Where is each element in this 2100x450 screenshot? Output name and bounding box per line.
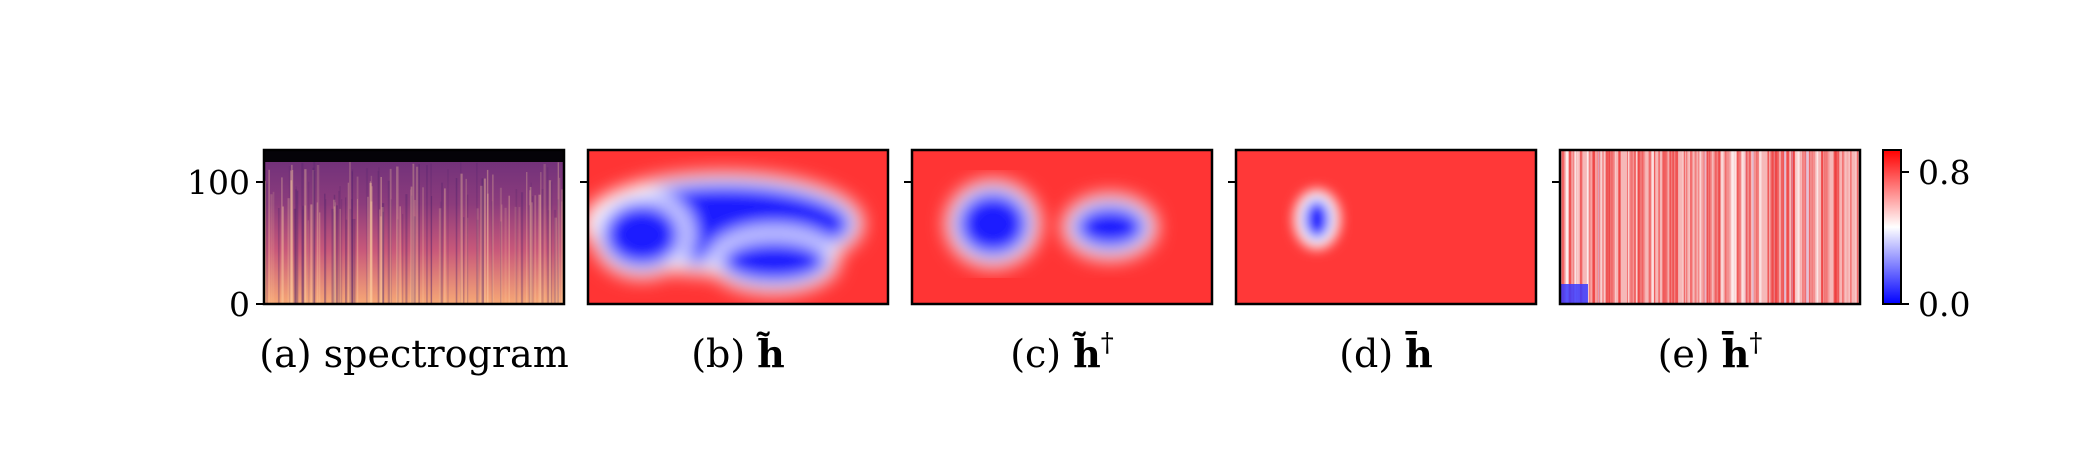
caption-e: (e) h̄† [1658,328,1763,376]
spectrogram-image [264,150,564,304]
caption-b: (b) h̃ [691,331,785,376]
caption-b-prefix: (b) [691,332,745,376]
blue-region-c-0 [946,180,1040,268]
blue-region-b-1 [592,191,692,279]
y-tick-label-0: 0 [229,285,250,324]
caption-e-symbol: h̄ [1721,331,1749,376]
caption-c-sup: † [1101,328,1114,358]
caption-a: (a) spectrogram [259,332,568,376]
colorbar: 0.0 0.8 [1882,149,1970,324]
caption-c: (c) h̃† [1010,328,1114,376]
panel-d-heatmap [1234,148,1538,306]
caption-c-prefix: (c) [1010,332,1061,376]
y-tick-label-100: 100 [187,163,250,202]
panel-c-heatmap [910,148,1214,306]
caption-d-prefix: (d) [1339,332,1393,376]
blue-region-d-0 [1294,189,1340,249]
caption-e-sup: † [1749,328,1762,358]
caption-d-symbol: h̄ [1405,331,1433,376]
caption-b-symbol: h̃ [756,331,785,376]
blue-region-c-1 [1063,194,1157,260]
caption-d: (d) h̄ [1339,331,1433,376]
panel-b-heatmap [586,148,890,306]
y-axis-a: 100 0 [187,163,264,324]
caption-c-symbol: h̃ [1072,331,1101,376]
colorbar-tick-label-1: 0.8 [1918,153,1970,192]
colorbar-tick-label-0: 0.0 [1918,285,1970,324]
blue-region-b-2 [709,228,839,294]
panel-e-heatmap [1558,148,1862,306]
panel-a-spectrogram [262,148,566,306]
caption-e-prefix: (e) [1658,332,1710,376]
